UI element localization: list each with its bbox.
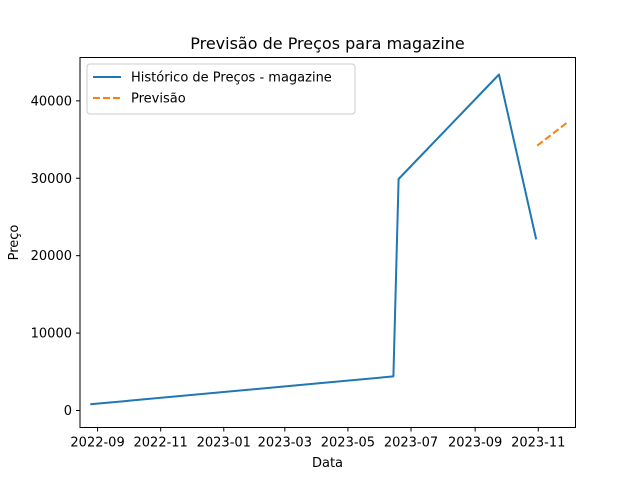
- x-tick-label: 2023-03: [258, 436, 312, 451]
- series-line-1: [536, 121, 568, 147]
- legend-label-previsao: Previsão: [131, 92, 186, 107]
- series-line-0: [90, 73, 538, 406]
- x-axis-ticks: 2022-09 2022-11 2023-01 2023-03 2023-05 2023-…: [70, 427, 565, 451]
- x-tick-label: 2023-05: [321, 436, 375, 451]
- x-tick-label: 2022-09: [70, 436, 124, 451]
- legend-label-historico: Histórico de Preços - magazine: [131, 71, 332, 86]
- chart-title: Previsão de Preços para magazine: [190, 34, 465, 53]
- x-tick-label: 2023-11: [511, 436, 565, 451]
- y-tick-label: 0: [64, 404, 72, 419]
- y-tick-label: 30000: [31, 172, 72, 187]
- x-tick-label: 2022-11: [134, 436, 188, 451]
- legend-box: [86, 63, 356, 115]
- y-tick-label: 10000: [31, 327, 72, 342]
- plot-area-frame: [79, 57, 576, 428]
- y-tick-label: 40000: [31, 94, 72, 109]
- legend: Histórico de Preços - magazine Previsão: [86, 63, 356, 115]
- x-tick-label: 2023-09: [448, 436, 502, 451]
- y-tick-label: 20000: [31, 249, 72, 264]
- x-axis-label: Data: [312, 456, 343, 471]
- x-tick-label: 2023-07: [384, 436, 438, 451]
- y-axis-label: Preço: [7, 225, 22, 261]
- y-axis-ticks: 0 10000 20000 30000 40000: [31, 94, 80, 419]
- series-layer: [90, 73, 568, 406]
- x-tick-label: 2023-01: [197, 436, 251, 451]
